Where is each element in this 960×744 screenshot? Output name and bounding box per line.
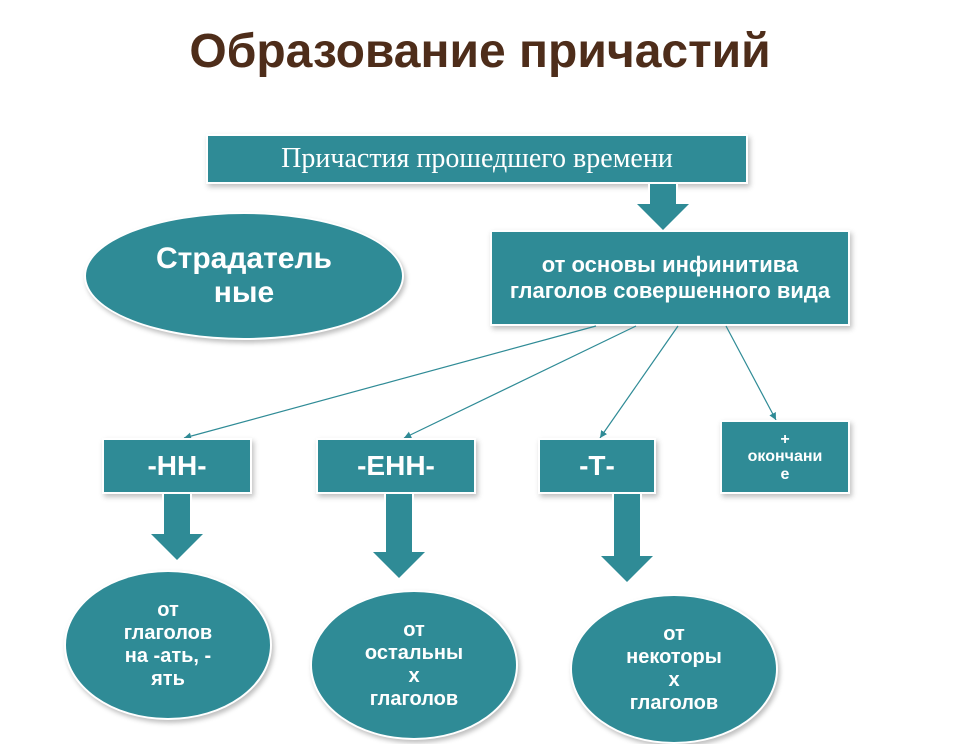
header-box: Причастия прошедшего времени	[206, 134, 748, 184]
ellipse-bottom-3: от некоторы х глаголов	[570, 594, 778, 744]
box-infinitive: от основы инфинитива глаголов совершенно…	[490, 230, 850, 326]
suffix-t-text: -Т-	[579, 450, 615, 482]
arrow-head-2	[151, 534, 203, 560]
eb3-text: от некоторы х глаголов	[626, 623, 722, 715]
arrow-head-1	[637, 204, 689, 230]
ellipse-strad-text: Страдатель ные	[156, 242, 332, 310]
arrow-shaft-2	[162, 494, 192, 534]
box-inf-text: от основы инфинитива глаголов совершенно…	[498, 252, 842, 305]
suffix-enn: -ЕНН-	[316, 438, 476, 494]
ellipse-bottom-1: от глаголов на -ать, - ять	[64, 570, 272, 720]
box-ending: + окончани е	[720, 420, 850, 494]
suffix-nn: -НН-	[102, 438, 252, 494]
arrow-shaft-1	[648, 184, 678, 204]
arrow-shaft-3	[384, 494, 414, 552]
ellipse-bottom-2: от остальны х глаголов	[310, 590, 518, 740]
eb1-text: от глаголов на -ать, - ять	[124, 599, 212, 691]
ellipse-strad: Страдатель ные	[84, 212, 404, 340]
eb2-text: от остальны х глаголов	[365, 619, 463, 711]
slide-title: Образование причастий	[0, 26, 960, 79]
suffix-t: -Т-	[538, 438, 656, 494]
header-text: Причастия прошедшего времени	[281, 143, 673, 175]
arrow-shaft-4	[612, 494, 642, 556]
suffix-enn-text: -ЕНН-	[357, 450, 435, 482]
arrow-head-3	[373, 552, 425, 578]
arrow-head-4	[601, 556, 653, 582]
slide: Образование причастий Причастия прошедше…	[0, 0, 960, 720]
box-ending-text: + окончани е	[748, 431, 823, 484]
suffix-nn-text: -НН-	[147, 450, 206, 482]
